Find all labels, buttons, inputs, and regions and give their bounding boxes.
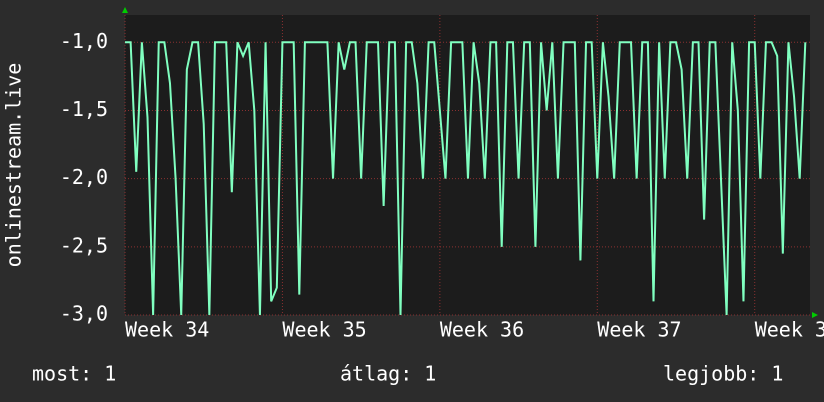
y-tick-label: -1,5 [60, 97, 108, 121]
axis-arrow [122, 7, 128, 13]
x-tick-label: Week 36 [440, 318, 524, 342]
legend-max: legjobb: 1 [663, 362, 783, 386]
y-tick-label: -1,0 [60, 29, 108, 53]
y-tick-label: -2,0 [60, 165, 108, 189]
y-tick-label: -3,0 [60, 302, 108, 326]
x-tick-label: Week 38 [755, 318, 824, 342]
y-axis-label: onlinestream.live [2, 63, 26, 268]
x-tick-label: Week 34 [125, 318, 209, 342]
x-tick-label: Week 35 [282, 318, 366, 342]
legend-current: most: 1 [32, 362, 116, 386]
axis-arrow [812, 312, 818, 318]
line [125, 41, 807, 316]
x-tick-label: Week 37 [597, 318, 681, 342]
legend-average: átlag: 1 [340, 362, 436, 386]
y-tick-label: -2,5 [60, 233, 108, 257]
